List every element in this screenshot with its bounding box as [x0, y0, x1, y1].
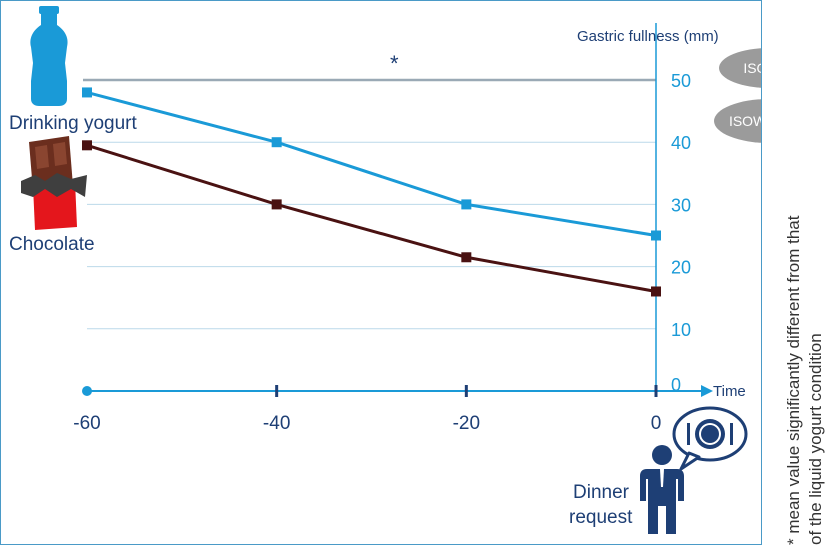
y-tick-label-50: 50: [671, 71, 691, 91]
y-tick-label-10: 10: [671, 320, 691, 340]
chart-svg: -60 -40 -20 00 10 20 30 40 50 Gastric fullness (…: [9, 6, 824, 534]
series-0-point-3: [651, 230, 661, 241]
isoweight-badge-label: ISOWEIGHT: [729, 113, 761, 129]
bottle-icon: [30, 6, 68, 106]
x-axis-label: Time: [713, 383, 746, 400]
series-label-chocolate: Chocolate: [9, 234, 95, 255]
y-axis-label: Gastric fullness (mm): [577, 28, 719, 45]
footnote: * mean value significantly different fro…: [772, 0, 827, 548]
isocal-badge: ISOCAL: [719, 48, 819, 88]
x-tick-label-0: 0: [651, 413, 662, 434]
series-lines: [82, 87, 661, 297]
person-icon: [640, 445, 684, 534]
y-tick-label-30: 30: [671, 195, 691, 215]
x-tick-label--40: -40: [263, 413, 290, 434]
y-tick-label-0: 0: [671, 375, 681, 395]
x-tick-label--60: -60: [73, 413, 100, 434]
chocolate-icon: [21, 136, 87, 230]
isocal-badge-label: ISOCAL: [743, 60, 761, 76]
series-0-point-0: [82, 87, 92, 98]
footnote-line-2: of the liquid yogurt condition: [806, 333, 825, 545]
footnote-line-1: * mean value significantly different fro…: [784, 215, 803, 545]
significance-asterisk: *: [390, 51, 399, 76]
y-tick-label-40: 40: [671, 133, 691, 153]
axes: [82, 23, 713, 397]
series-1-point-1: [271, 199, 282, 210]
series-line-0: [86, 90, 657, 237]
series-line-1: [86, 143, 657, 293]
series-0-point-1: [271, 137, 282, 148]
isoweight-badge: ISOWEIGHT: [714, 99, 824, 143]
tick-labels: -60 -40 -20 00 10 20 30 40 50: [73, 71, 691, 434]
plate-icon: [672, 406, 748, 471]
series-0-point-2: [461, 199, 472, 210]
x-axis-origin-dot: [82, 386, 92, 396]
series-1-point-3: [651, 286, 661, 297]
dinner-request-label: Dinner request: [569, 482, 634, 528]
series-label-drinking-yogurt: Drinking yogurt: [9, 113, 137, 134]
gridlines: [83, 78, 656, 330]
x-tick-label--20: -20: [453, 413, 480, 434]
x-axis-arrow: [701, 385, 713, 397]
y-tick-label-20: 20: [671, 258, 691, 278]
series-1-point-2: [461, 252, 472, 263]
series-1-point-0: [82, 140, 92, 151]
